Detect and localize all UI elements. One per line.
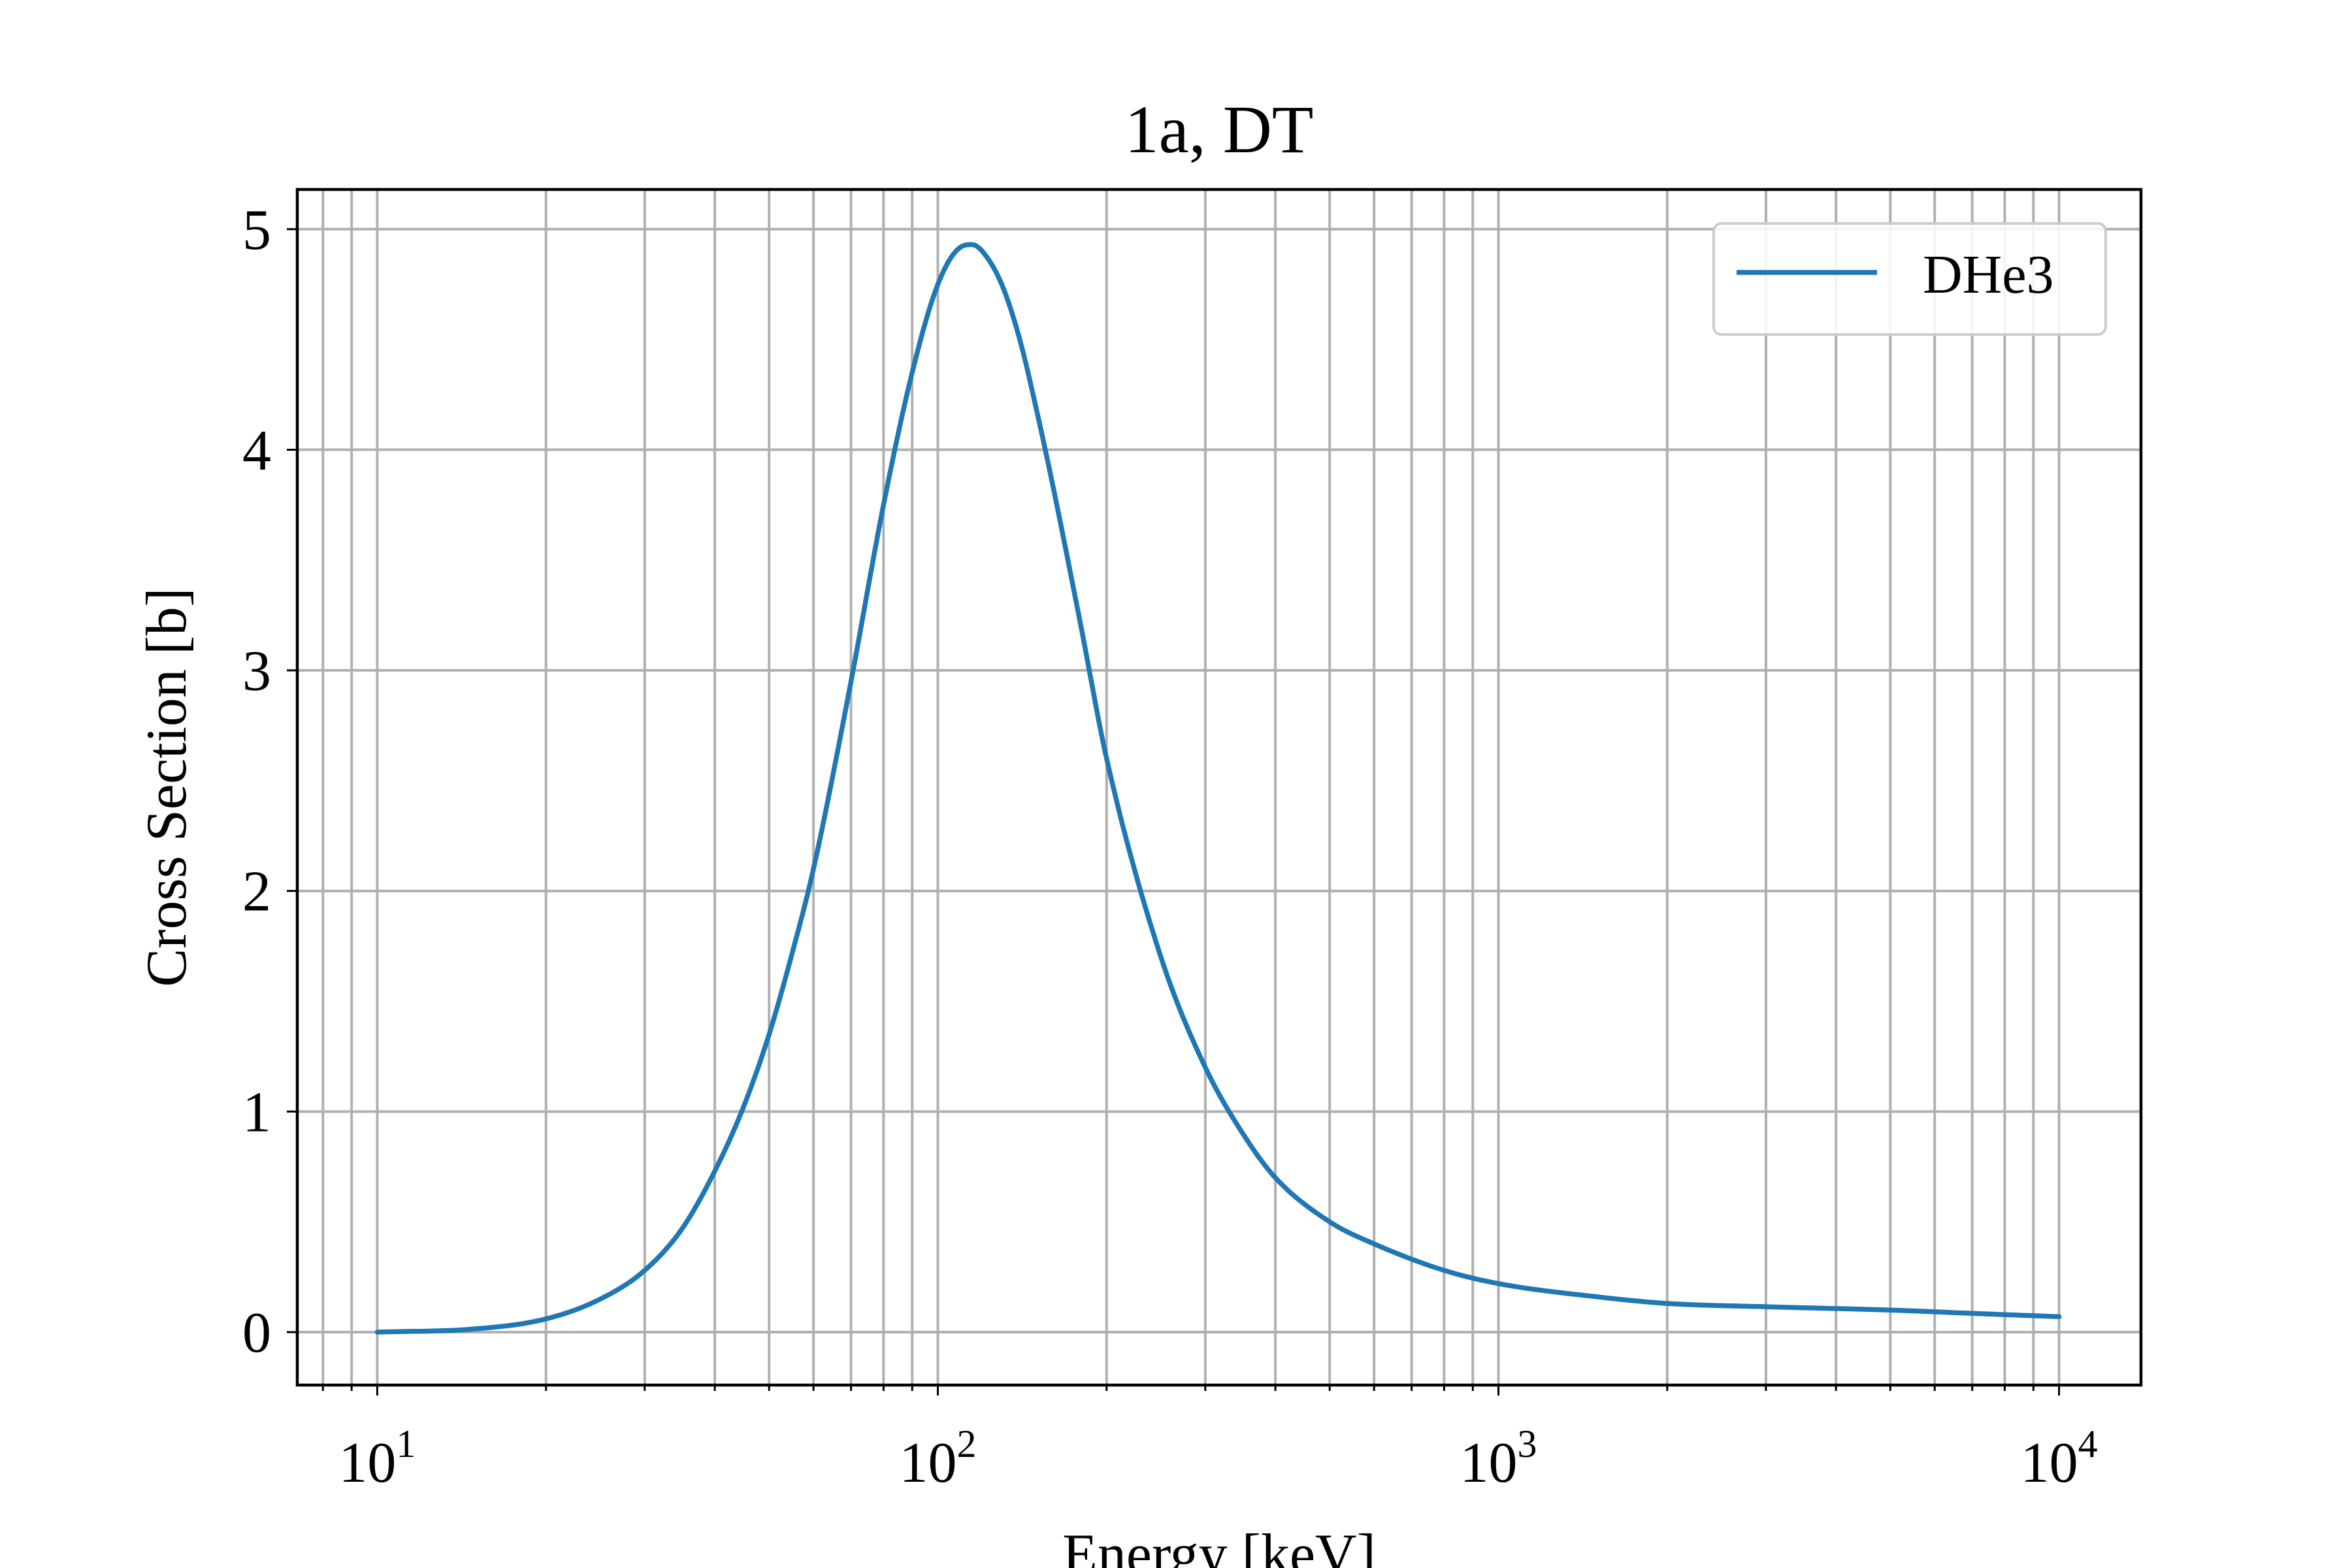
chart-title: 1a, DT [1125,92,1314,167]
series-line-dhe3 [374,242,2062,1335]
y-tick-label: 4 [242,419,271,482]
legend-label-dhe3: DHe3 [1923,244,2054,305]
y-axis-label: Cross Section [b] [135,587,199,987]
legend-box [1712,222,2107,336]
tick-labels: 0 1 2 3 4 5 101 102 103 104 [242,199,2098,1495]
y-tick-label: 3 [242,640,271,703]
grid [297,189,2141,1385]
x-axis-label: Energy [keV] [1062,1523,1376,1568]
x-tick-label: 103 [1460,1422,1537,1495]
x-tick-label: 104 [2021,1422,2098,1495]
x-tick-label: 102 [899,1422,976,1495]
x-tick-label: 101 [338,1422,416,1495]
ticks [287,228,2061,1396]
y-tick-label: 0 [242,1301,271,1365]
plot-frame [295,188,2143,1387]
legend: DHe3 [1712,222,2107,336]
y-tick-label: 5 [242,199,271,262]
y-tick-label: 2 [242,860,271,924]
y-tick-label: 1 [242,1081,271,1144]
